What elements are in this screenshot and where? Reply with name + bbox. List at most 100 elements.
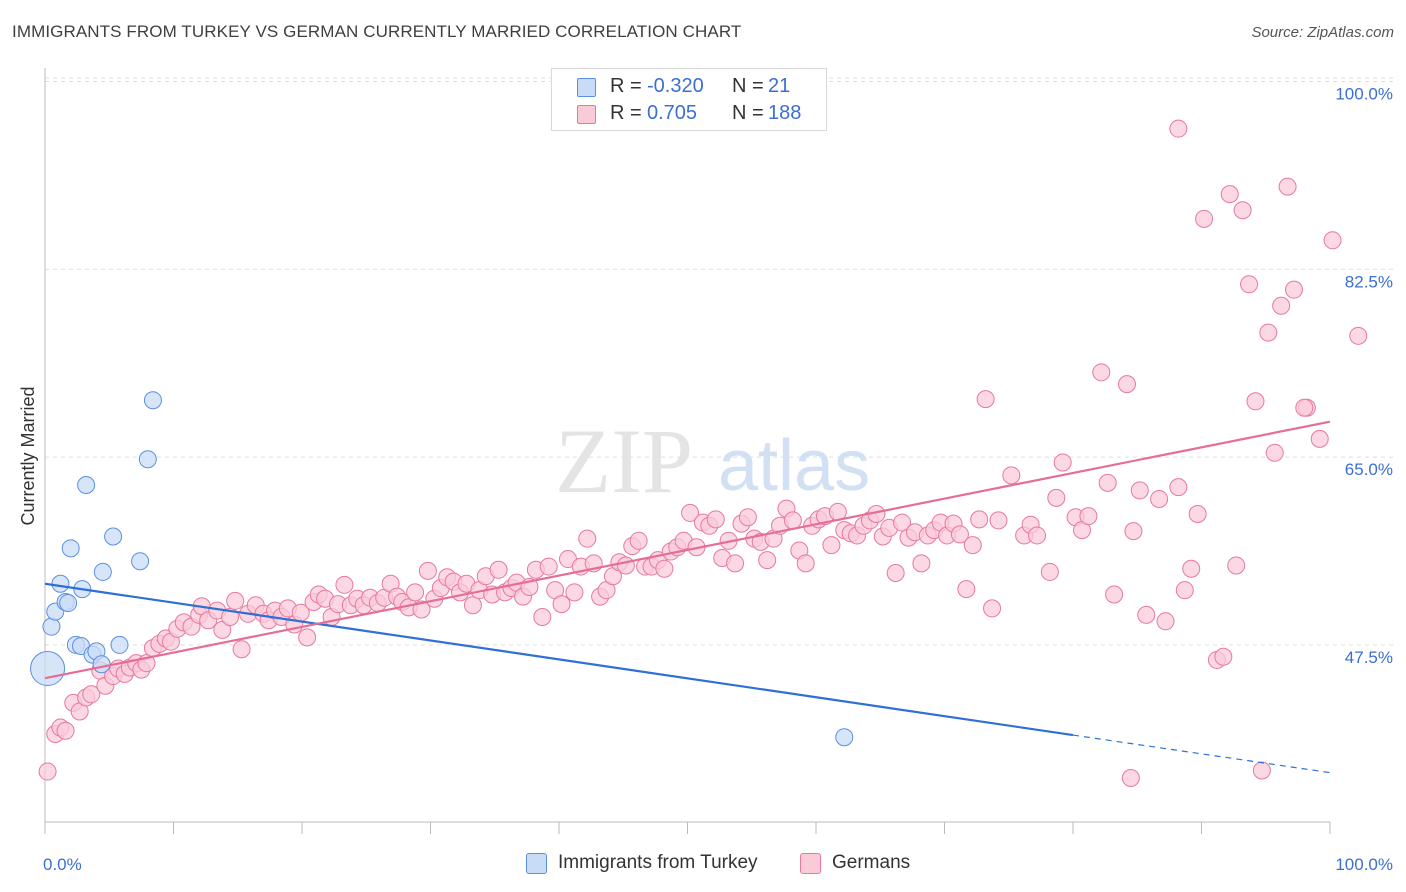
data-point xyxy=(489,560,508,579)
data-point xyxy=(989,511,1008,530)
bottom-legend-label: Immigrants from Turkey xyxy=(558,852,758,873)
data-point xyxy=(726,554,745,573)
data-point xyxy=(131,552,150,571)
bottom-legend-swatch-germans xyxy=(800,853,821,874)
data-point xyxy=(950,525,969,544)
y-tick-label: 47.5% xyxy=(1345,648,1393,667)
data-point xyxy=(82,685,101,704)
legend-r-value: -0.320 xyxy=(647,75,704,97)
data-point xyxy=(1130,481,1149,500)
data-point xyxy=(232,640,251,659)
legend-n-value: 21 xyxy=(768,75,791,97)
y-tick-label: 100.0% xyxy=(1335,84,1393,103)
data-point xyxy=(1220,185,1239,204)
data-point xyxy=(30,651,66,687)
trend-line xyxy=(44,420,1331,680)
data-point xyxy=(1002,466,1021,485)
y-axis-label: Currently Married xyxy=(18,386,38,525)
data-point xyxy=(110,635,129,654)
data-point xyxy=(1310,429,1329,448)
data-point xyxy=(1040,562,1059,581)
data-point xyxy=(1124,522,1143,541)
data-point xyxy=(1278,177,1297,196)
data-point xyxy=(418,561,437,580)
data-point xyxy=(539,557,558,576)
data-point xyxy=(1272,296,1291,315)
legend-n-label: N = xyxy=(732,75,764,97)
bottom-legend-label: Germans xyxy=(832,852,911,873)
data-point xyxy=(565,583,584,602)
data-point xyxy=(957,580,976,599)
legend-n-label: N = xyxy=(732,102,764,124)
trend-line-extension xyxy=(1072,734,1331,774)
data-point xyxy=(1227,556,1246,575)
data-point xyxy=(298,628,317,647)
data-point xyxy=(1188,504,1207,523)
data-point xyxy=(138,450,157,469)
data-point xyxy=(1240,275,1259,294)
tick-labels: 47.5% 65.0% 82.5% 100.0% 0.0% 100.0% xyxy=(43,84,1393,874)
data-point xyxy=(221,608,240,627)
data-point xyxy=(1156,612,1175,631)
data-point xyxy=(463,596,482,615)
trend-lines xyxy=(44,420,1331,774)
data-point xyxy=(970,510,989,529)
data-point xyxy=(1047,488,1066,507)
data-point xyxy=(1169,478,1188,497)
data-point xyxy=(1214,647,1233,666)
data-point xyxy=(412,600,431,619)
data-point xyxy=(706,510,725,529)
legend-swatch-turkey xyxy=(577,78,596,97)
legend-r-value: 0.705 xyxy=(647,102,698,124)
data-point xyxy=(1259,323,1278,342)
data-point xyxy=(893,513,912,532)
legend-r-label: R = xyxy=(610,75,642,97)
axes xyxy=(44,68,1331,834)
data-point xyxy=(51,574,70,593)
data-point xyxy=(578,529,597,548)
turkey-points xyxy=(30,391,854,747)
data-point xyxy=(1323,231,1342,250)
data-point xyxy=(1079,507,1098,526)
data-point xyxy=(1182,559,1201,578)
stats-legend: R = -0.320 N = 21 R = 0.705 N = 188 xyxy=(551,68,827,131)
data-point xyxy=(1028,526,1047,545)
data-point xyxy=(38,762,57,781)
data-point xyxy=(1265,443,1284,462)
source-label: Source: ZipAtlas.com xyxy=(1251,24,1394,41)
data-point xyxy=(983,599,1002,618)
data-point xyxy=(335,575,354,594)
data-point xyxy=(1295,398,1314,417)
data-point xyxy=(1169,119,1188,138)
data-point xyxy=(1175,581,1194,600)
data-point xyxy=(681,503,700,522)
data-point xyxy=(1121,768,1140,787)
data-point xyxy=(1285,280,1304,299)
data-point xyxy=(886,564,905,583)
data-point xyxy=(1092,363,1111,382)
data-point xyxy=(1349,326,1368,345)
watermark-zip: ZIP xyxy=(555,410,693,512)
data-point xyxy=(616,556,635,575)
data-point xyxy=(59,594,78,613)
data-point xyxy=(1252,761,1271,780)
bottom-legend-swatch-turkey xyxy=(526,853,547,874)
data-point xyxy=(1137,605,1156,624)
data-point xyxy=(1105,585,1124,604)
data-point xyxy=(143,391,162,410)
legend-r-label: R = xyxy=(610,102,642,124)
data-point xyxy=(1053,453,1072,472)
data-point xyxy=(822,536,841,555)
data-point xyxy=(963,536,982,555)
data-point xyxy=(61,539,80,558)
data-point xyxy=(783,511,802,530)
data-point xyxy=(533,608,552,627)
x-tick-label: 100.0% xyxy=(1335,855,1393,874)
data-point xyxy=(1150,489,1169,508)
data-point xyxy=(835,728,854,747)
data-point xyxy=(1246,392,1265,411)
data-point xyxy=(226,591,245,610)
legend-swatch-germans xyxy=(577,105,596,124)
data-point xyxy=(629,531,648,550)
